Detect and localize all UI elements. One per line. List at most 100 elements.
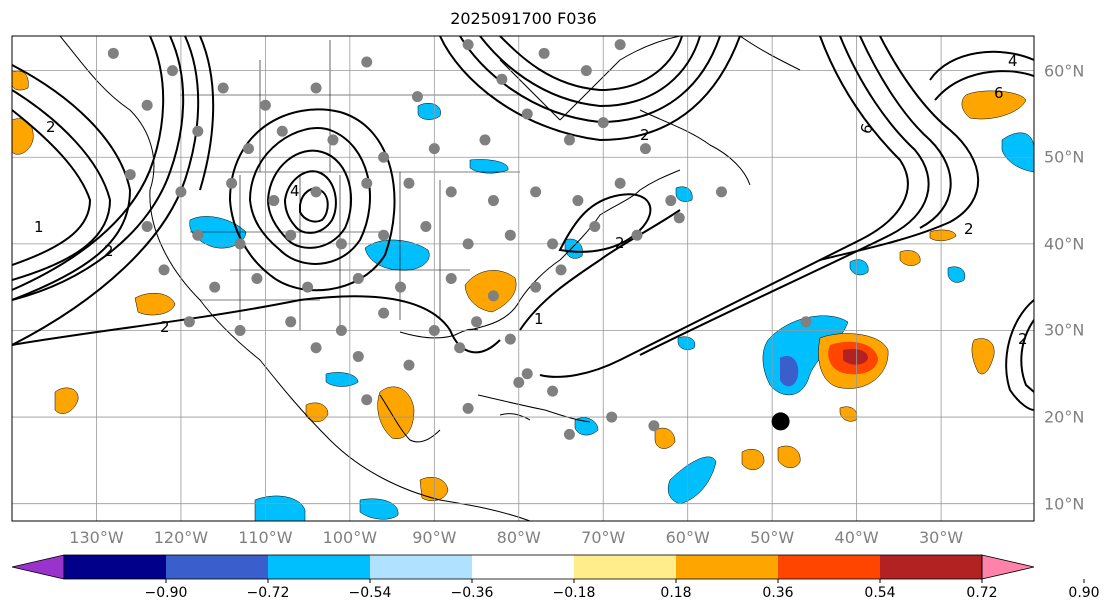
- station-point: [563, 428, 575, 440]
- station-point: [234, 238, 246, 250]
- anomaly-patch: [849, 259, 869, 276]
- station-point: [614, 177, 626, 189]
- station-point: [462, 238, 474, 250]
- anomaly-patch: [654, 427, 676, 449]
- map-frame: [11, 35, 1035, 522]
- station-point: [580, 65, 592, 77]
- station-point: [800, 316, 812, 328]
- colorbar-segment: [268, 555, 370, 579]
- station-point: [107, 47, 119, 59]
- station-point: [217, 82, 229, 94]
- anomaly-patch: [12, 70, 29, 91]
- contour-line: [519, 209, 681, 331]
- station-point: [285, 316, 297, 328]
- latitude-label: 50°N: [1044, 147, 1085, 167]
- station-point: [428, 324, 440, 336]
- contour-line: [199, 36, 215, 191]
- station-point: [639, 143, 651, 155]
- station-point: [209, 281, 221, 293]
- colorbar-segment: [370, 555, 472, 579]
- anomaly-patch: [675, 186, 693, 202]
- station-point: [487, 290, 499, 302]
- station-point: [445, 186, 457, 198]
- colorbar-tick-label: 0.90: [1068, 585, 1100, 601]
- contour-line: [12, 64, 132, 301]
- longitude-label: 90°W: [412, 528, 457, 547]
- station-point: [555, 264, 567, 276]
- station-point: [597, 117, 609, 129]
- station-point: [479, 134, 491, 146]
- station-point: [234, 324, 246, 336]
- station-point: [395, 281, 407, 293]
- station-point: [141, 99, 153, 111]
- contour-label: 1: [534, 310, 544, 328]
- contour-line: [228, 108, 396, 292]
- colorbar: [11, 554, 1085, 583]
- station-point-layer: [107, 39, 812, 440]
- longitude-label: 30°W: [918, 528, 964, 547]
- station-point: [606, 411, 618, 423]
- station-point: [572, 195, 584, 207]
- colorbar-segment: [64, 555, 166, 579]
- anomaly-patch: [741, 449, 765, 470]
- station-point: [411, 91, 423, 103]
- colorbar-tick-label: 0.54: [864, 585, 896, 601]
- contour-line: [929, 50, 1034, 81]
- anomaly-patch: [899, 250, 921, 266]
- station-point: [192, 229, 204, 241]
- contour-line: [299, 187, 329, 223]
- latitude-label: 60°N: [1044, 61, 1085, 81]
- contour-line: [499, 36, 683, 92]
- coastline-layer: [59, 36, 801, 521]
- contour-label: 2: [104, 242, 114, 260]
- station-point: [302, 281, 314, 293]
- contour-line: [12, 36, 165, 291]
- contour-label-layer: 4 6 6 2 2 2 1 2 4 2 2 1 2: [34, 52, 1028, 348]
- station-point: [462, 402, 474, 414]
- station-point: [513, 376, 525, 388]
- longitude-label: 130°W: [69, 528, 124, 547]
- station-point: [673, 212, 685, 224]
- station-point: [403, 177, 415, 189]
- longitude-label: 60°W: [665, 528, 710, 547]
- station-point: [361, 177, 373, 189]
- longitude-label: 110°W: [238, 528, 293, 547]
- contour-line: [12, 36, 200, 346]
- station-point: [361, 56, 373, 68]
- station-point: [226, 177, 238, 189]
- colorbar-segment: [472, 555, 574, 579]
- coastline: [399, 328, 479, 339]
- anomaly-patch: [254, 495, 306, 521]
- longitude-label: 50°W: [750, 528, 795, 547]
- colorbar-tick-label: −0.90: [144, 585, 188, 601]
- colorbar-tick-label: 0.36: [762, 585, 794, 601]
- station-point: [547, 238, 559, 250]
- longitude-label: 40°W: [834, 528, 879, 547]
- station-point: [158, 264, 170, 276]
- colorbar-tick-label: −0.72: [246, 585, 290, 601]
- station-point: [335, 324, 347, 336]
- coastline: [739, 36, 801, 71]
- anomaly-patch: [929, 229, 957, 241]
- contour-label: 6: [994, 84, 1004, 102]
- station-point: [310, 82, 322, 94]
- contour-line: [12, 109, 92, 266]
- station-point: [521, 108, 533, 120]
- longitude-label: 80°W: [496, 528, 541, 547]
- station-point: [547, 385, 559, 397]
- station-point: [504, 229, 516, 241]
- station-point: [462, 39, 474, 51]
- anomaly-patch: [843, 348, 868, 365]
- station-point: [445, 273, 457, 284]
- anomaly-patch: [469, 159, 509, 174]
- contour-line: [12, 36, 185, 301]
- station-point: [166, 65, 178, 77]
- latitude-label: 30°N: [1044, 320, 1085, 340]
- station-point: [352, 273, 364, 284]
- station-point: [454, 342, 466, 354]
- station-point: [665, 195, 677, 207]
- station-point: [530, 186, 542, 198]
- anomaly-patch: [780, 355, 799, 387]
- colorbar-tick-label: −0.36: [450, 585, 494, 601]
- anomaly-patch: [971, 338, 995, 375]
